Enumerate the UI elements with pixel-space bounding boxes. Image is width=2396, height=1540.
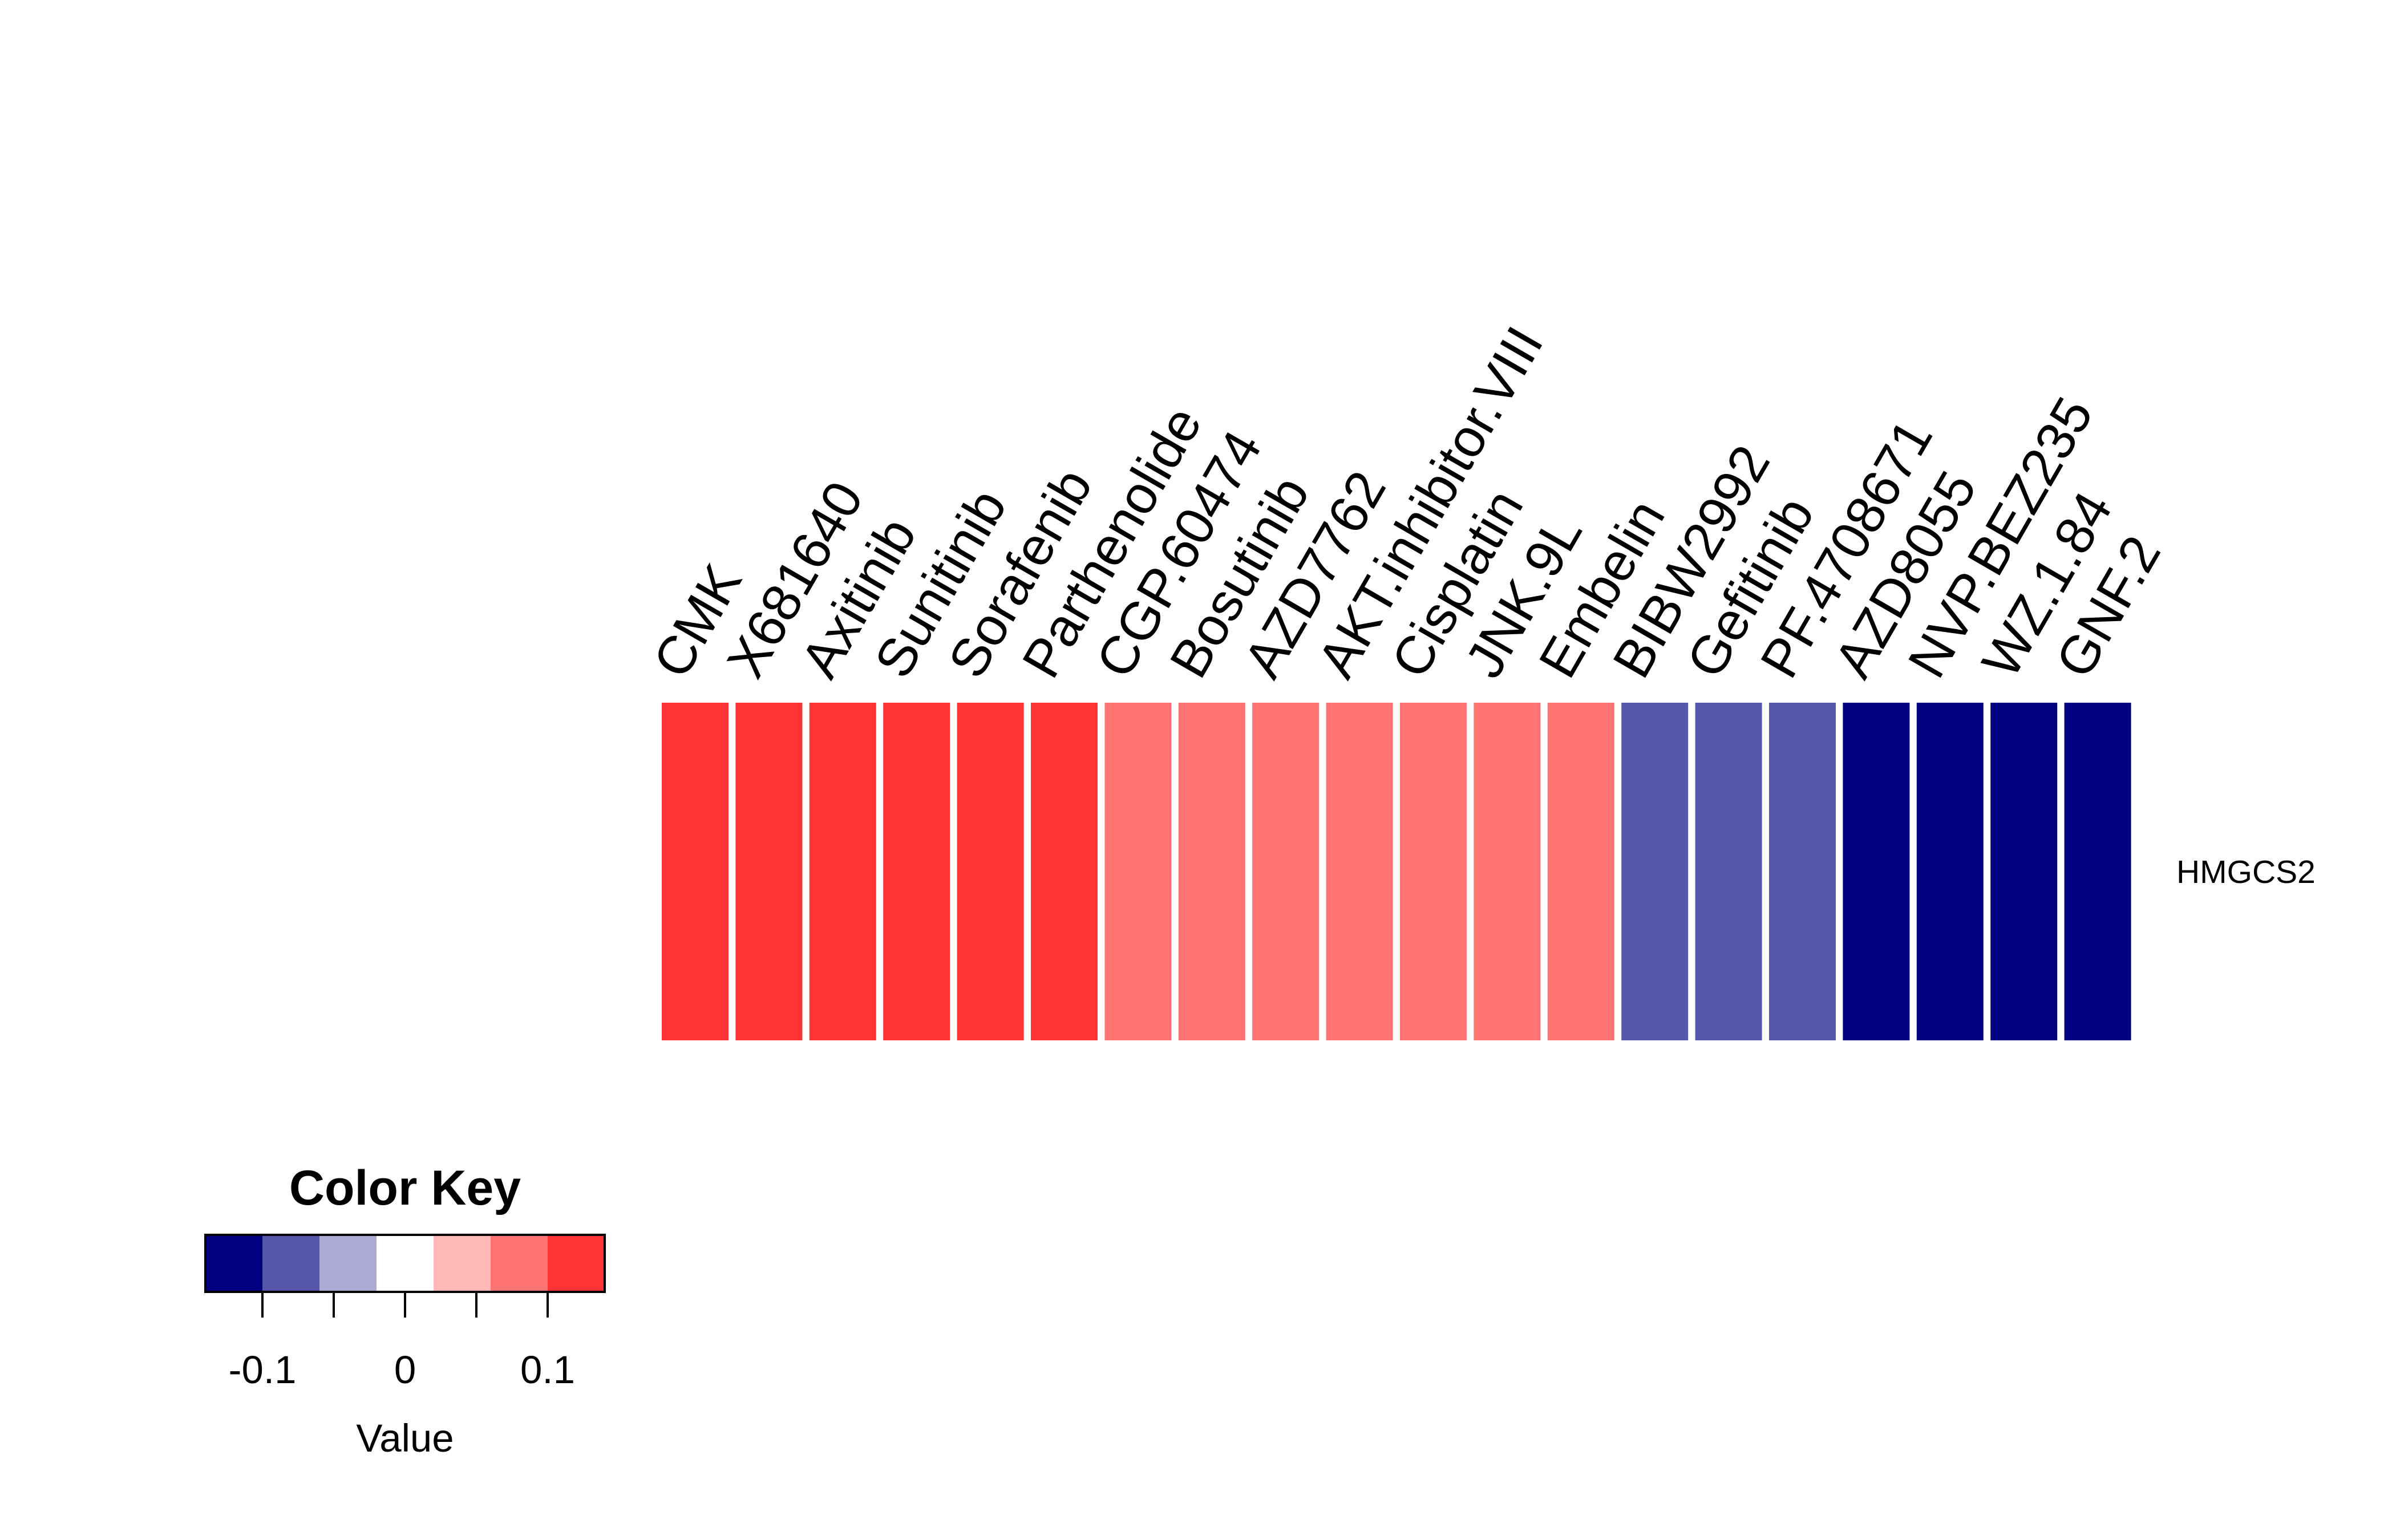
color-key-bin: [377, 1235, 434, 1292]
color-key-bin: [491, 1235, 548, 1292]
heatmap-cell: [1178, 703, 1245, 1040]
color-key-bin: [205, 1235, 263, 1292]
color-key-bins: [205, 1235, 605, 1292]
heatmap-cell: [1843, 703, 1910, 1040]
heatmap-cell: [1621, 703, 1689, 1040]
heatmap-cell: [1547, 703, 1614, 1040]
row-labels: HMGCS2: [2176, 854, 2316, 890]
heatmap-cell: [957, 703, 1024, 1040]
color-key-bin: [548, 1235, 605, 1292]
heatmap-cell: [735, 703, 803, 1040]
color-key: Color Key -0.1 0 0.1 Value: [204, 1161, 606, 1460]
color-key-xlabel: Value: [356, 1416, 454, 1460]
color-key-title: Color Key: [289, 1161, 521, 1215]
heatmap-cell: [809, 703, 876, 1040]
heatmap-cell: [662, 703, 728, 1040]
heatmap-cell: [1400, 703, 1467, 1040]
color-key-tick-label: 0: [394, 1348, 416, 1392]
heatmap-cell: [1252, 703, 1320, 1040]
row-label: HMGCS2: [2176, 854, 2316, 890]
heatmap-cell: [2064, 703, 2131, 1040]
heatmap-cell: [1031, 703, 1098, 1040]
heatmap-cell: [1695, 703, 1762, 1040]
color-key-bin: [434, 1235, 491, 1292]
heatmap-cell: [1769, 703, 1836, 1040]
color-key-tick-label: -0.1: [229, 1348, 297, 1392]
column-labels: CMKX681640AxitinibSunitinibSorafenibPart…: [641, 317, 2172, 687]
color-key-tick-label: 0.1: [520, 1348, 575, 1392]
color-key-bin: [319, 1235, 377, 1292]
heatmap-cell: [1326, 703, 1393, 1040]
heatmap-cell: [883, 703, 950, 1040]
color-key-ticks: -0.1 0 0.1: [229, 1292, 575, 1392]
heatmap-cell: [1474, 703, 1541, 1040]
heatmap-cell: [1990, 703, 2058, 1040]
heatmap-cells: [662, 703, 2131, 1040]
heatmap-cell: [1916, 703, 1984, 1040]
color-key-bin: [262, 1235, 320, 1292]
heatmap-cell: [1104, 703, 1172, 1040]
